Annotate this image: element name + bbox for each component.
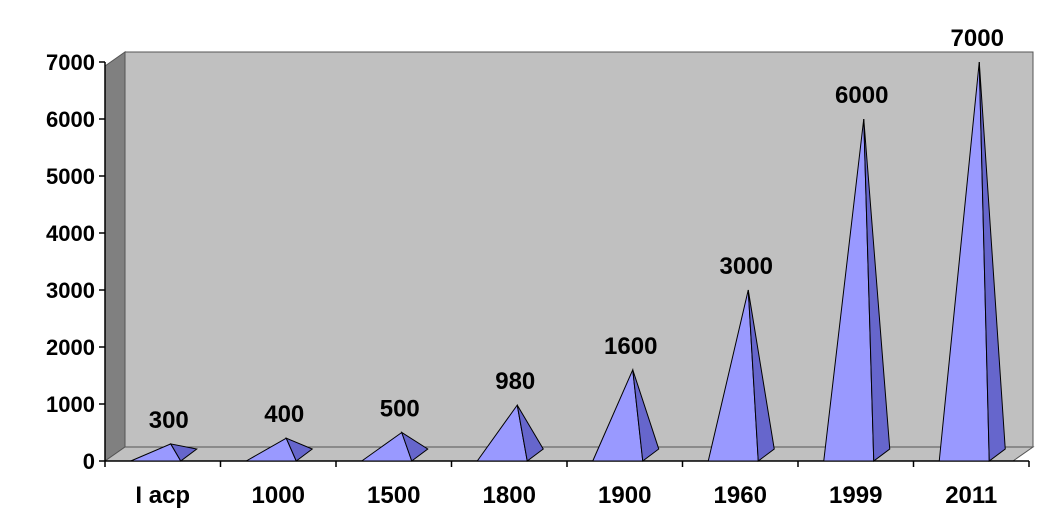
data-label-1: 400 xyxy=(264,401,304,428)
category-label-7: 2011 xyxy=(945,482,997,509)
pyramid-marks xyxy=(130,61,1006,462)
category-label-3: 1800 xyxy=(483,482,536,509)
pyramid-side-1 xyxy=(285,437,314,462)
pyramid-side-4 xyxy=(632,369,660,462)
data-label-2: 500 xyxy=(380,396,420,423)
pyramid-side-3 xyxy=(516,404,544,462)
pyramid-side-0 xyxy=(169,443,198,462)
data-label-0: 300 xyxy=(149,407,189,434)
pyramid-side-2 xyxy=(400,431,429,462)
category-label-4: 1900 xyxy=(598,482,651,509)
category-label-1: 1000 xyxy=(252,482,305,509)
y-tick-label: 2000 xyxy=(46,335,95,360)
y-tick-label: 7000 xyxy=(46,50,95,75)
y-tick-label: 4000 xyxy=(46,221,95,246)
side-wall xyxy=(104,51,126,462)
data-label-3: 980 xyxy=(495,368,535,395)
y-tick-label: 0 xyxy=(83,449,95,474)
data-label-4: 1600 xyxy=(604,333,657,360)
data-label-6: 6000 xyxy=(835,82,888,109)
back-wall xyxy=(124,51,1034,448)
data-label-5: 3000 xyxy=(720,253,773,280)
category-label-6: 1999 xyxy=(829,482,882,509)
labels: 0 1000 2000 3000 4000 5000 6000 7000 300 I асp 400… xyxy=(46,25,1004,509)
y-tick-label: 3000 xyxy=(46,278,95,303)
y-tick-label: 6000 xyxy=(46,107,95,132)
floor xyxy=(103,446,1035,462)
pyramid-side-5 xyxy=(747,289,775,462)
y-tick-label: 5000 xyxy=(46,164,95,189)
data-label-7: 7000 xyxy=(951,25,1004,52)
category-label-5: 1960 xyxy=(714,482,767,509)
pyramid-side-7 xyxy=(978,61,1006,462)
category-label-0: I асp xyxy=(135,482,190,509)
plot-wall xyxy=(103,51,1035,462)
pyramid-side-6 xyxy=(863,118,891,462)
y-tick-label: 1000 xyxy=(46,392,95,417)
category-label-2: 1500 xyxy=(367,482,420,509)
